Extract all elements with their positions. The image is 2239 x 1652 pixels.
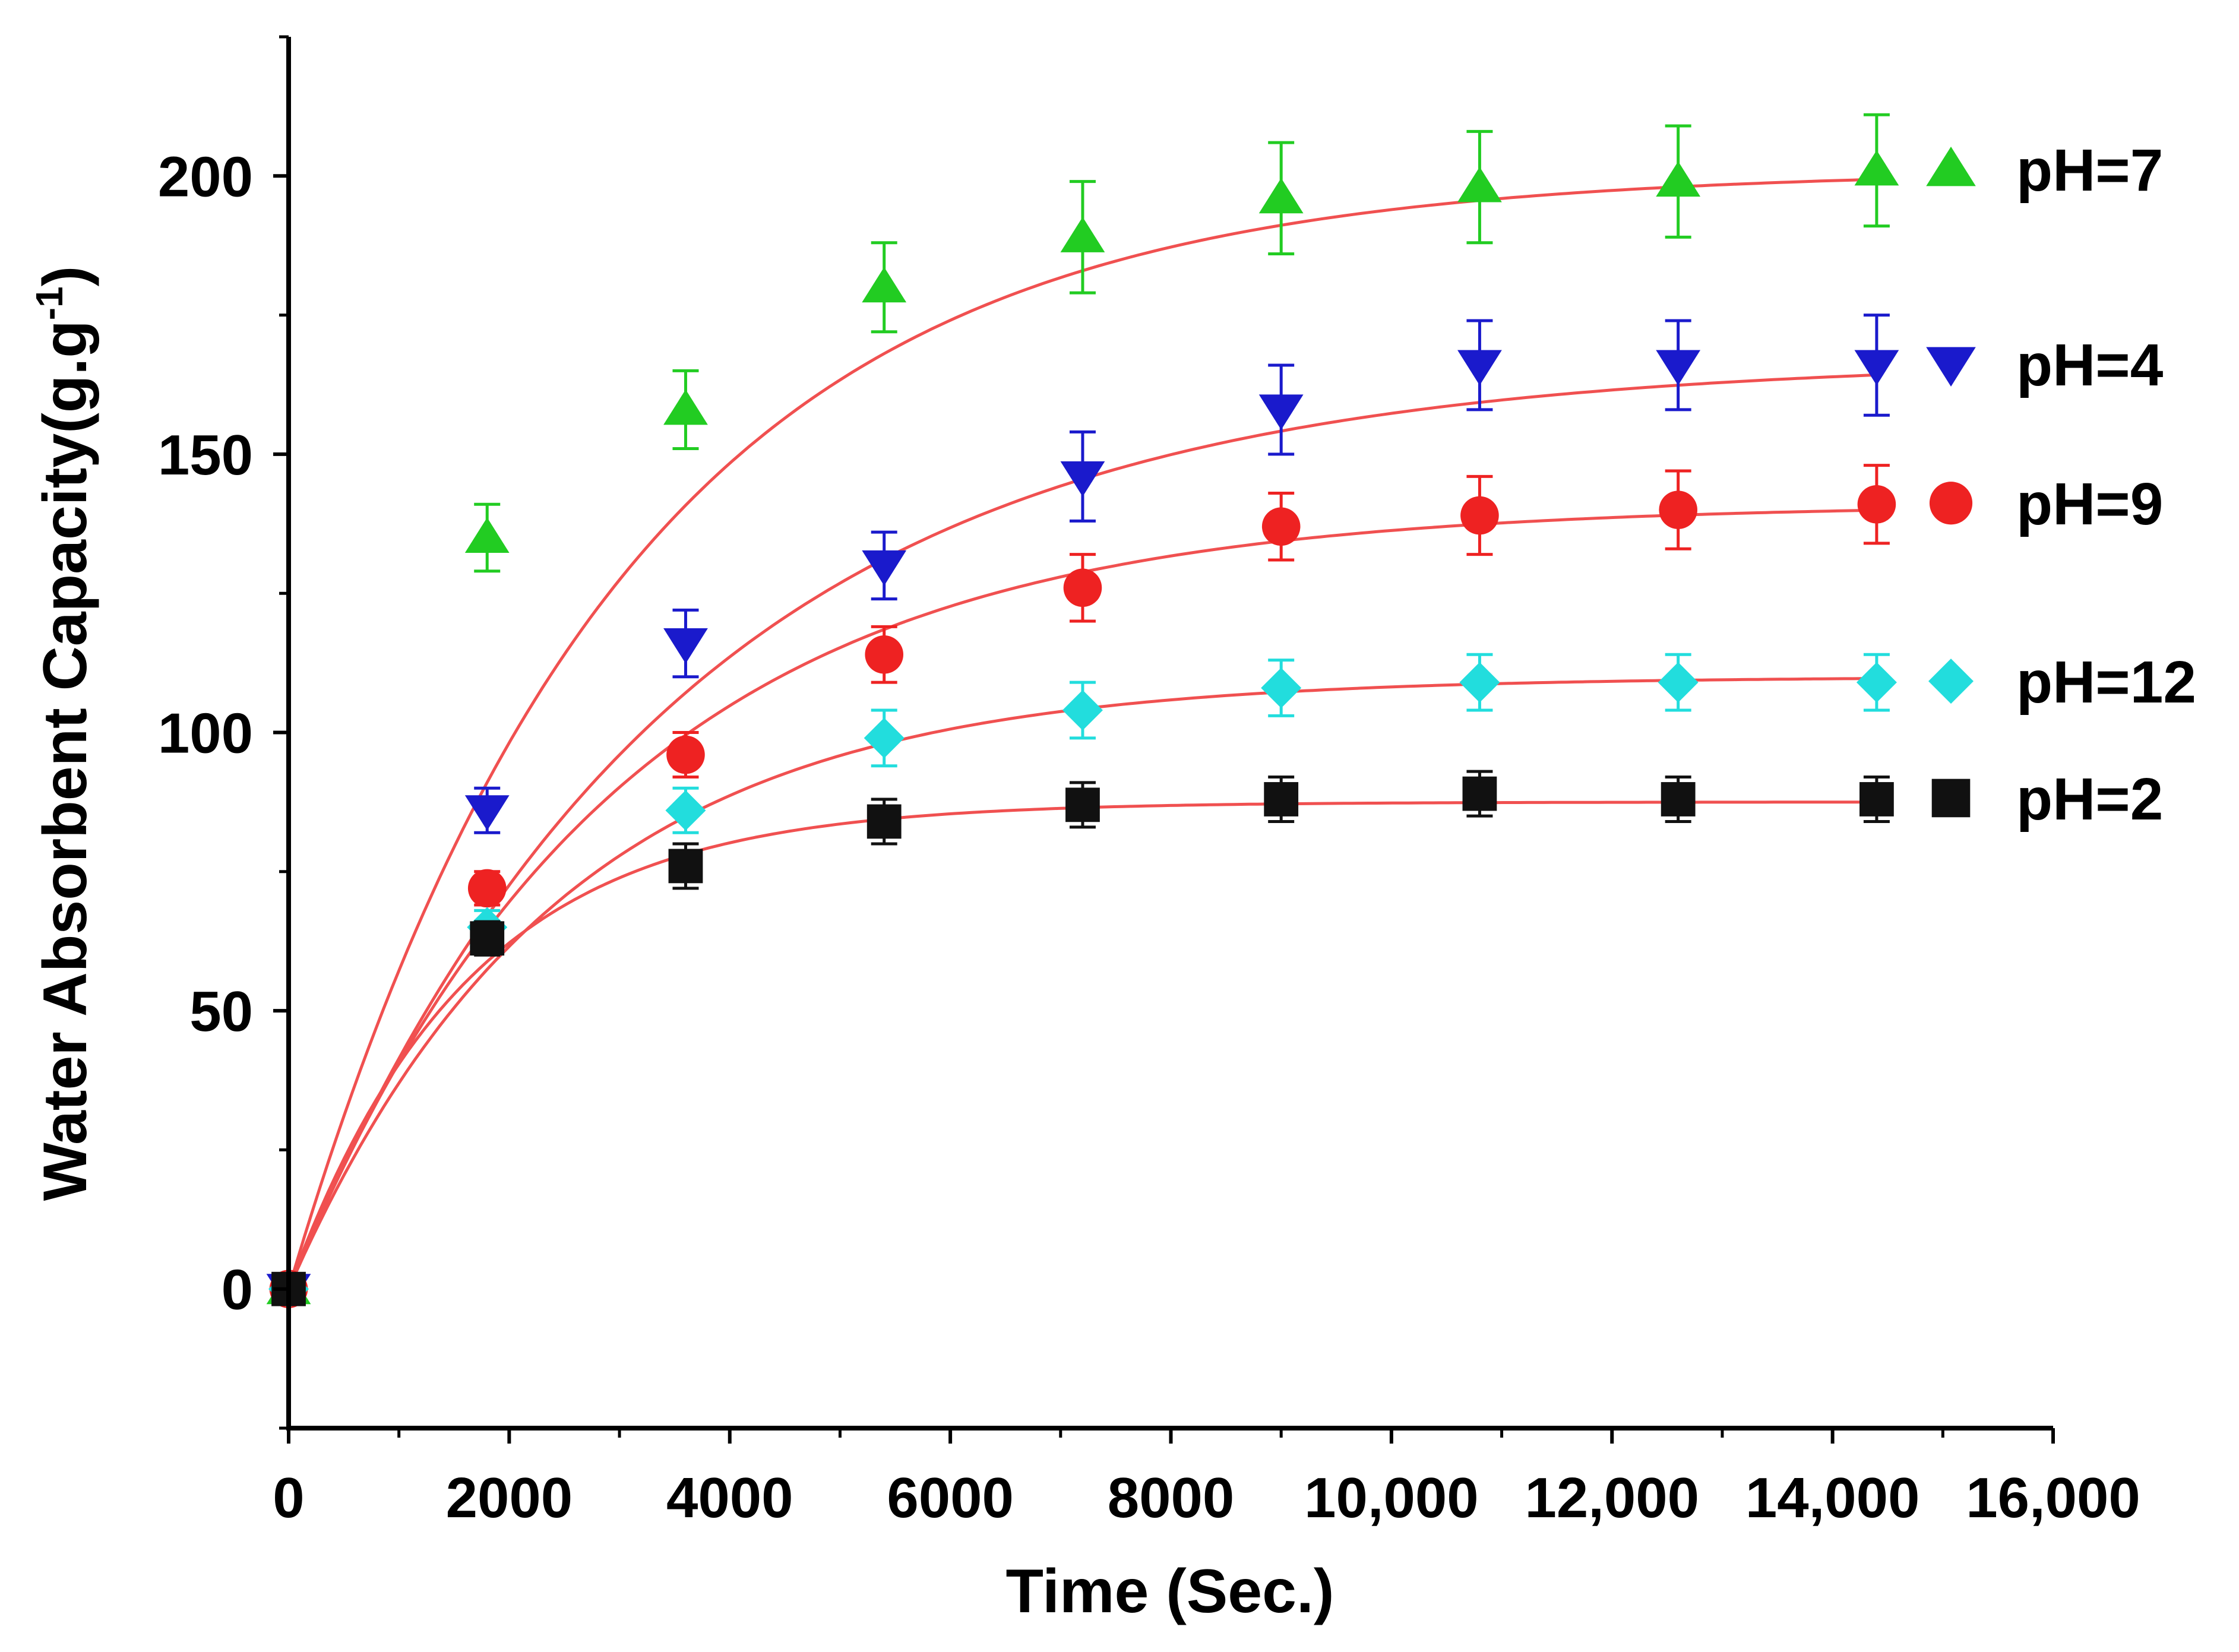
data-point — [1261, 507, 1301, 546]
legend-label: pH=2 — [2016, 766, 2163, 833]
legend-marker-circle — [1929, 482, 1973, 525]
data-point — [1258, 178, 1304, 214]
ticks: 0 2000 4000 6000 8000 10,000 12,000 14,000 16,00… — [158, 35, 2140, 1530]
legend-label: pH=9 — [2016, 471, 2163, 537]
data-point — [666, 735, 705, 774]
data-point — [865, 635, 904, 674]
data-point — [1460, 496, 1499, 535]
data-point — [1060, 217, 1105, 252]
data-point — [866, 804, 902, 839]
y-tick-label: 50 — [189, 980, 253, 1043]
legend-entry: pH=4 — [1926, 332, 2164, 398]
y-tick-label: 0 — [222, 1258, 253, 1322]
data-points — [266, 113, 1899, 1309]
legend-label: pH=7 — [2016, 137, 2163, 204]
legend-label: pH=4 — [2016, 332, 2164, 398]
y-axis-label-sup: -1 — [28, 286, 71, 320]
data-point — [470, 921, 505, 956]
data-point — [1062, 690, 1103, 731]
fit-curve — [287, 677, 1877, 1290]
legend-entry: pH=12 — [1928, 649, 2196, 716]
y-axis-label-main: Water Absorbent Capacity(g.g — [31, 320, 100, 1201]
legend-entry: pH=9 — [1929, 471, 2163, 537]
x-tick-label: 14,000 — [1745, 1466, 1920, 1530]
legend-marker-diamond — [1928, 659, 1974, 704]
x-tick-label: 2000 — [446, 1466, 573, 1530]
x-tick-label: 16,000 — [1966, 1466, 2140, 1530]
y-axis-label: Water Absorbent Capacity(g.g-1) — [28, 266, 100, 1201]
x-tick-label: 10,000 — [1304, 1466, 1479, 1530]
legend: pH=7 pH=4 pH=9 pH=12 pH=2 — [1926, 137, 2196, 833]
axes — [286, 37, 2053, 1431]
x-tick-label: 8000 — [1108, 1466, 1235, 1530]
x-tick-label: 0 — [273, 1466, 304, 1530]
series-pH=12 — [268, 653, 1897, 1309]
x-tick-label: 4000 — [666, 1466, 793, 1530]
x-axis-label: Time (Sec.) — [1006, 1557, 1334, 1626]
fit-curve — [287, 800, 1877, 1290]
legend-marker-triangle-up — [1926, 146, 1976, 186]
data-point — [1258, 394, 1304, 430]
data-point — [862, 550, 907, 586]
x-tick-label: 6000 — [887, 1466, 1014, 1530]
data-point — [668, 849, 703, 884]
data-point — [1859, 782, 1894, 816]
y-tick-label: 200 — [158, 145, 253, 208]
legend-marker-square — [1931, 778, 1971, 818]
y-tick-label: 100 — [158, 702, 253, 765]
y-axis-label-close: ) — [31, 266, 100, 287]
data-point — [1063, 568, 1102, 607]
series-pH=2 — [271, 770, 1894, 1306]
data-point — [1459, 662, 1500, 703]
data-point — [1854, 350, 1899, 385]
legend-label: pH=12 — [2016, 649, 2196, 716]
data-point — [1462, 776, 1497, 811]
legend-entry: pH=7 — [1926, 137, 2163, 204]
data-point — [1854, 150, 1899, 186]
data-point — [467, 869, 507, 908]
series-pH=9 — [269, 464, 1896, 1308]
data-point — [1857, 485, 1896, 524]
data-point — [1261, 667, 1302, 708]
data-point — [1656, 350, 1701, 385]
x-tick-label: 12,000 — [1525, 1466, 1699, 1530]
data-point — [663, 389, 708, 425]
legend-marker-triangle-down — [1926, 347, 1976, 387]
data-point — [1264, 782, 1299, 816]
data-point — [1656, 161, 1701, 197]
legend-entry: pH=2 — [1931, 766, 2163, 833]
data-point — [1659, 490, 1697, 529]
data-point — [1065, 787, 1100, 822]
data-point — [1658, 662, 1699, 703]
data-point — [464, 517, 510, 553]
data-point — [862, 267, 907, 303]
data-point — [1457, 167, 1502, 202]
data-point — [464, 795, 510, 831]
fit-curve — [287, 508, 1877, 1290]
data-point — [1661, 782, 1696, 816]
y-tick-label: 150 — [158, 423, 253, 487]
data-point — [663, 628, 708, 664]
data-point — [665, 790, 706, 831]
data-point — [1457, 350, 1502, 385]
data-point — [1856, 662, 1897, 703]
data-point — [1060, 461, 1105, 497]
data-point — [864, 717, 905, 758]
